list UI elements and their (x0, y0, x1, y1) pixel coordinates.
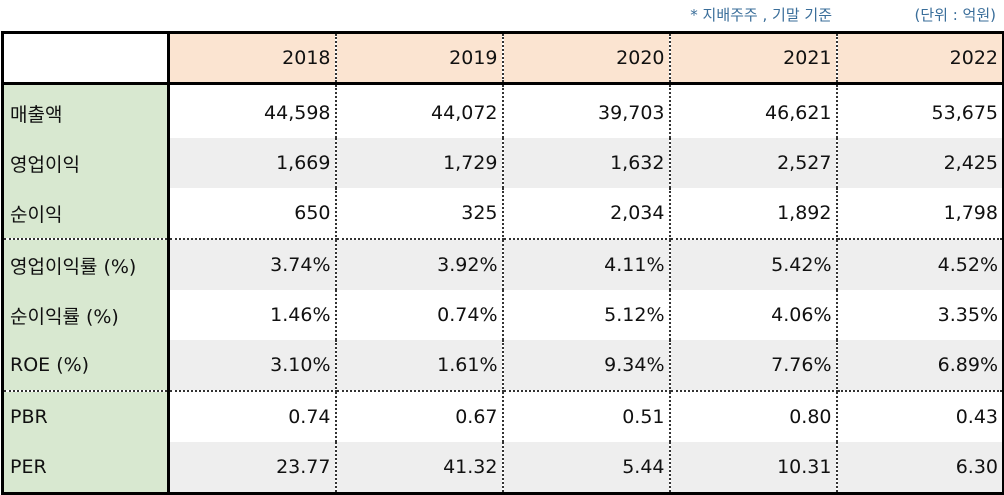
value-cell: 3.74% (168, 239, 337, 290)
value-cell: 41.32 (335, 442, 504, 495)
year-header-2022: 2022 (836, 31, 1004, 85)
value-cell: 1,798 (836, 188, 1004, 240)
value-cell: 4.06% (669, 290, 838, 340)
value-cell: 9.34% (502, 340, 671, 392)
value-cell: 0.80 (669, 391, 838, 442)
value-cell: 53,675 (836, 88, 1004, 138)
year-header-2021: 2021 (669, 31, 838, 85)
value-cell: 44,072 (335, 88, 504, 138)
value-cell: 4.11% (502, 239, 671, 290)
table-row: PER 23.77 41.32 5.44 10.31 6.30 (1, 442, 1004, 495)
value-cell: 3.35% (836, 290, 1004, 340)
year-header-2020: 2020 (502, 31, 671, 85)
table-row: 영업이익률 (%) 3.74% 3.92% 4.11% 5.42% 4.52% (1, 239, 1004, 290)
value-cell: 4.52% (836, 239, 1004, 290)
value-cell: 39,703 (502, 88, 671, 138)
value-cell: 23.77 (168, 442, 337, 495)
value-cell: 0.74 (168, 391, 337, 442)
unit-note: (단위 : 억원) (914, 6, 997, 24)
value-cell: 7.76% (669, 340, 838, 392)
value-cell: 2,527 (669, 138, 838, 188)
value-cell: 6.30 (836, 442, 1004, 495)
value-cell: 1,669 (168, 138, 337, 188)
row-label: PER (1, 442, 170, 495)
value-cell: 0.51 (502, 391, 671, 442)
value-cell: 2,425 (836, 138, 1004, 188)
table-row: PBR 0.74 0.67 0.51 0.80 0.43 (1, 391, 1004, 442)
value-cell: 1.61% (335, 340, 504, 392)
value-cell: 1,892 (669, 188, 838, 240)
value-cell: 1.46% (168, 290, 337, 340)
year-header-2018: 2018 (168, 31, 337, 85)
value-cell: 0.43 (836, 391, 1004, 442)
row-label: ROE (%) (1, 340, 170, 392)
row-label: PBR (1, 391, 170, 442)
value-cell: 44,598 (168, 88, 337, 138)
financial-table: 2018 2019 2020 2021 2022 매출액 44,598 44,072… (1, 31, 1004, 495)
value-cell: 46,621 (669, 88, 838, 138)
value-cell: 2,034 (502, 188, 671, 240)
table-row: 영업이익 1,669 1,729 1,632 2,527 2,425 (1, 138, 1004, 188)
header-gap (1, 83, 1004, 88)
basis-note: * 지배주주 , 기말 기준 (690, 6, 832, 24)
value-cell: 3.92% (335, 239, 504, 290)
row-label: 영업이익률 (%) (1, 239, 170, 290)
value-cell: 0.67 (335, 391, 504, 442)
table-row: 매출액 44,598 44,072 39,703 46,621 53,675 (1, 88, 1004, 138)
value-cell: 5.12% (502, 290, 671, 340)
value-cell: 1,632 (502, 138, 671, 188)
value-cell: 5.42% (669, 239, 838, 290)
value-cell: 0.74% (335, 290, 504, 340)
value-cell: 10.31 (669, 442, 838, 495)
year-header-2019: 2019 (335, 31, 504, 85)
value-cell: 1,729 (335, 138, 504, 188)
row-label: 매출액 (1, 88, 170, 138)
header-row: 2018 2019 2020 2021 2022 (1, 31, 1004, 85)
value-cell: 650 (168, 188, 337, 240)
corner-cell (1, 31, 170, 85)
row-label: 영업이익 (1, 138, 170, 188)
table-row: 순이익 650 325 2,034 1,892 1,798 (1, 188, 1004, 240)
value-cell: 6.89% (836, 340, 1004, 392)
table-row: ROE (%) 3.10% 1.61% 9.34% 7.76% 6.89% (1, 340, 1004, 392)
row-label: 순이익 (1, 188, 170, 240)
value-cell: 325 (335, 188, 504, 240)
value-cell: 3.10% (168, 340, 337, 392)
row-label: 순이익률 (%) (1, 290, 170, 340)
table-row: 순이익률 (%) 1.46% 0.74% 5.12% 4.06% 3.35% (1, 290, 1004, 340)
value-cell: 5.44 (502, 442, 671, 495)
